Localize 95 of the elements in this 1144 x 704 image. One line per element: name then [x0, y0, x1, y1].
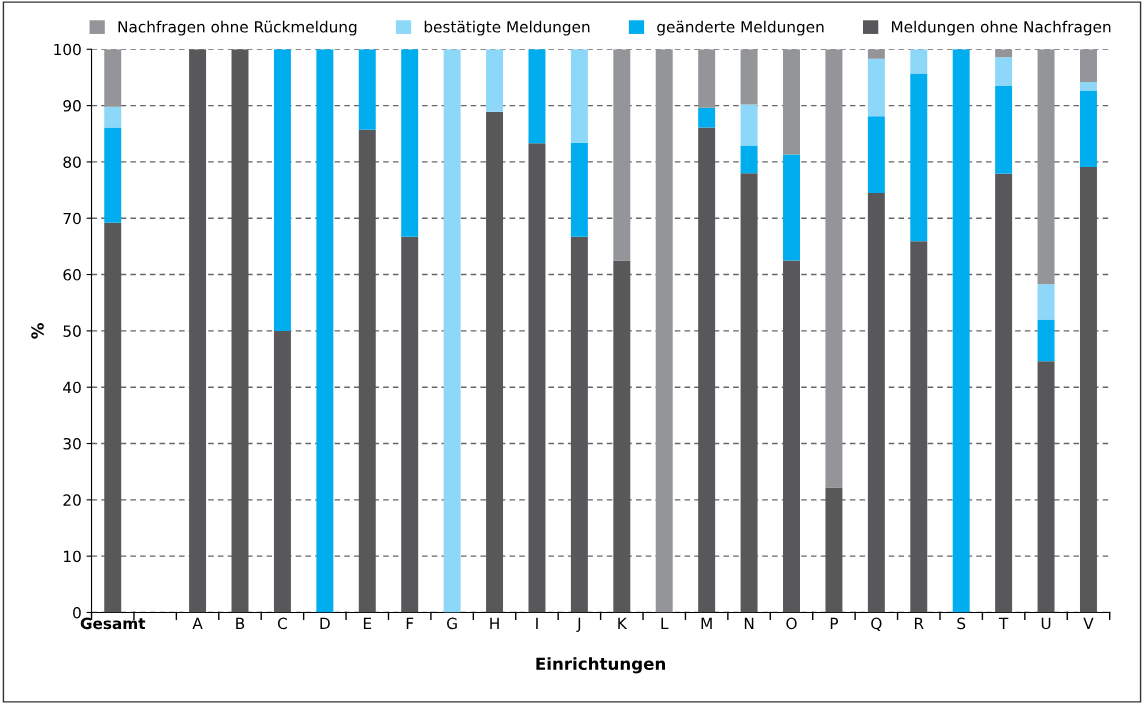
y-tick-label: 70: [63, 212, 81, 225]
bar: [995, 57, 1013, 86]
bar: [1037, 361, 1055, 613]
bar: [613, 49, 631, 261]
y-tick-label: 20: [63, 494, 81, 506]
x-tick-label: O: [786, 617, 797, 630]
x-tick-label: C: [277, 617, 287, 630]
y-axis-title: %: [31, 323, 44, 339]
bar: [486, 49, 504, 112]
bar: [867, 49, 885, 59]
bar: [995, 85, 1013, 174]
bar: [698, 127, 716, 613]
y-tick-label: 60: [63, 269, 81, 281]
bar: [867, 58, 885, 117]
bar: [740, 145, 758, 174]
bar: [698, 107, 716, 128]
x-tick-label: I: [536, 617, 538, 629]
bar: [189, 49, 207, 613]
bar: [570, 49, 588, 143]
y-tick-label: 0: [73, 606, 81, 619]
y-tick-label: 80: [63, 156, 81, 168]
bar: [1037, 49, 1055, 285]
bar: [528, 143, 546, 613]
y-tick-label: 30: [63, 437, 81, 450]
bar: [910, 241, 928, 613]
bar: [952, 49, 970, 613]
bar: [231, 49, 249, 613]
x-tick-label: D: [320, 617, 330, 629]
bar: [825, 49, 843, 488]
bar: [740, 173, 758, 613]
y-tick-label: 50: [63, 325, 81, 337]
bar: [570, 236, 588, 613]
bar: [486, 111, 504, 613]
bar: [570, 142, 588, 237]
y-tick-label: 40: [63, 381, 81, 394]
x-tick-label: M: [701, 617, 712, 629]
bar: [358, 129, 376, 613]
x-tick-label: B: [236, 617, 245, 629]
x-tick-label: E: [363, 617, 372, 629]
x-tick-label: H: [490, 617, 499, 629]
bar: [273, 49, 291, 331]
bar: [740, 104, 758, 146]
bar: [698, 49, 716, 108]
bar: [528, 49, 546, 144]
bar: [825, 487, 843, 613]
x-tick-label: U: [1041, 617, 1051, 630]
bar: [358, 49, 376, 130]
bar: [273, 330, 291, 613]
bar: [1079, 81, 1097, 91]
x-tick-label: T: [998, 617, 1009, 629]
bar: [104, 222, 122, 613]
bar: [316, 49, 334, 613]
bar: [1037, 319, 1055, 362]
y-tick-label: 100: [54, 43, 81, 56]
y-tick-label: 90: [63, 100, 81, 112]
bar: [783, 49, 800, 155]
x-tick-label: S: [957, 617, 966, 630]
x-tick-label: R: [914, 617, 924, 629]
bar: [995, 173, 1013, 613]
bar: [1079, 166, 1097, 613]
bar: [1079, 90, 1097, 167]
bar: [401, 49, 419, 237]
bar: [867, 116, 885, 193]
bar: [613, 260, 631, 613]
bar: [1037, 284, 1055, 320]
bar: [910, 49, 928, 74]
x-tick-label: J: [576, 617, 581, 633]
bar: [401, 236, 419, 613]
bar: [1079, 49, 1097, 82]
bar: [655, 49, 673, 613]
x-tick-label: Gesamt: [80, 617, 146, 630]
legend-label: Nachfragen ohne Rückmeldung: [118, 20, 357, 36]
legend-label: Meldungen ohne Nachfragen: [891, 20, 1111, 36]
legend-label: bestätigte Meldungen: [424, 20, 590, 36]
bar: [104, 49, 122, 107]
x-tick-label: P: [830, 617, 839, 629]
x-tick-label: V: [1083, 617, 1094, 629]
bar: [867, 192, 885, 613]
x-tick-label: G: [447, 617, 457, 630]
x-tick-label: Q: [871, 617, 882, 631]
legend-label: geänderte Meldungen: [657, 20, 824, 36]
bar: [443, 49, 461, 613]
x-tick-label: K: [618, 617, 628, 629]
bar: [783, 154, 800, 261]
bar: [910, 73, 928, 242]
bar: [783, 260, 800, 613]
x-tick-label: N: [744, 617, 754, 629]
bar: [740, 49, 758, 105]
x-tick-label: F: [406, 617, 414, 629]
bar: [104, 106, 122, 128]
y-tick-label: 10: [64, 550, 81, 563]
x-tick-label: L: [661, 617, 669, 629]
bar: [104, 127, 122, 223]
x-axis-title: Einrichtungen: [536, 657, 666, 674]
x-tick-label: A: [192, 617, 203, 629]
